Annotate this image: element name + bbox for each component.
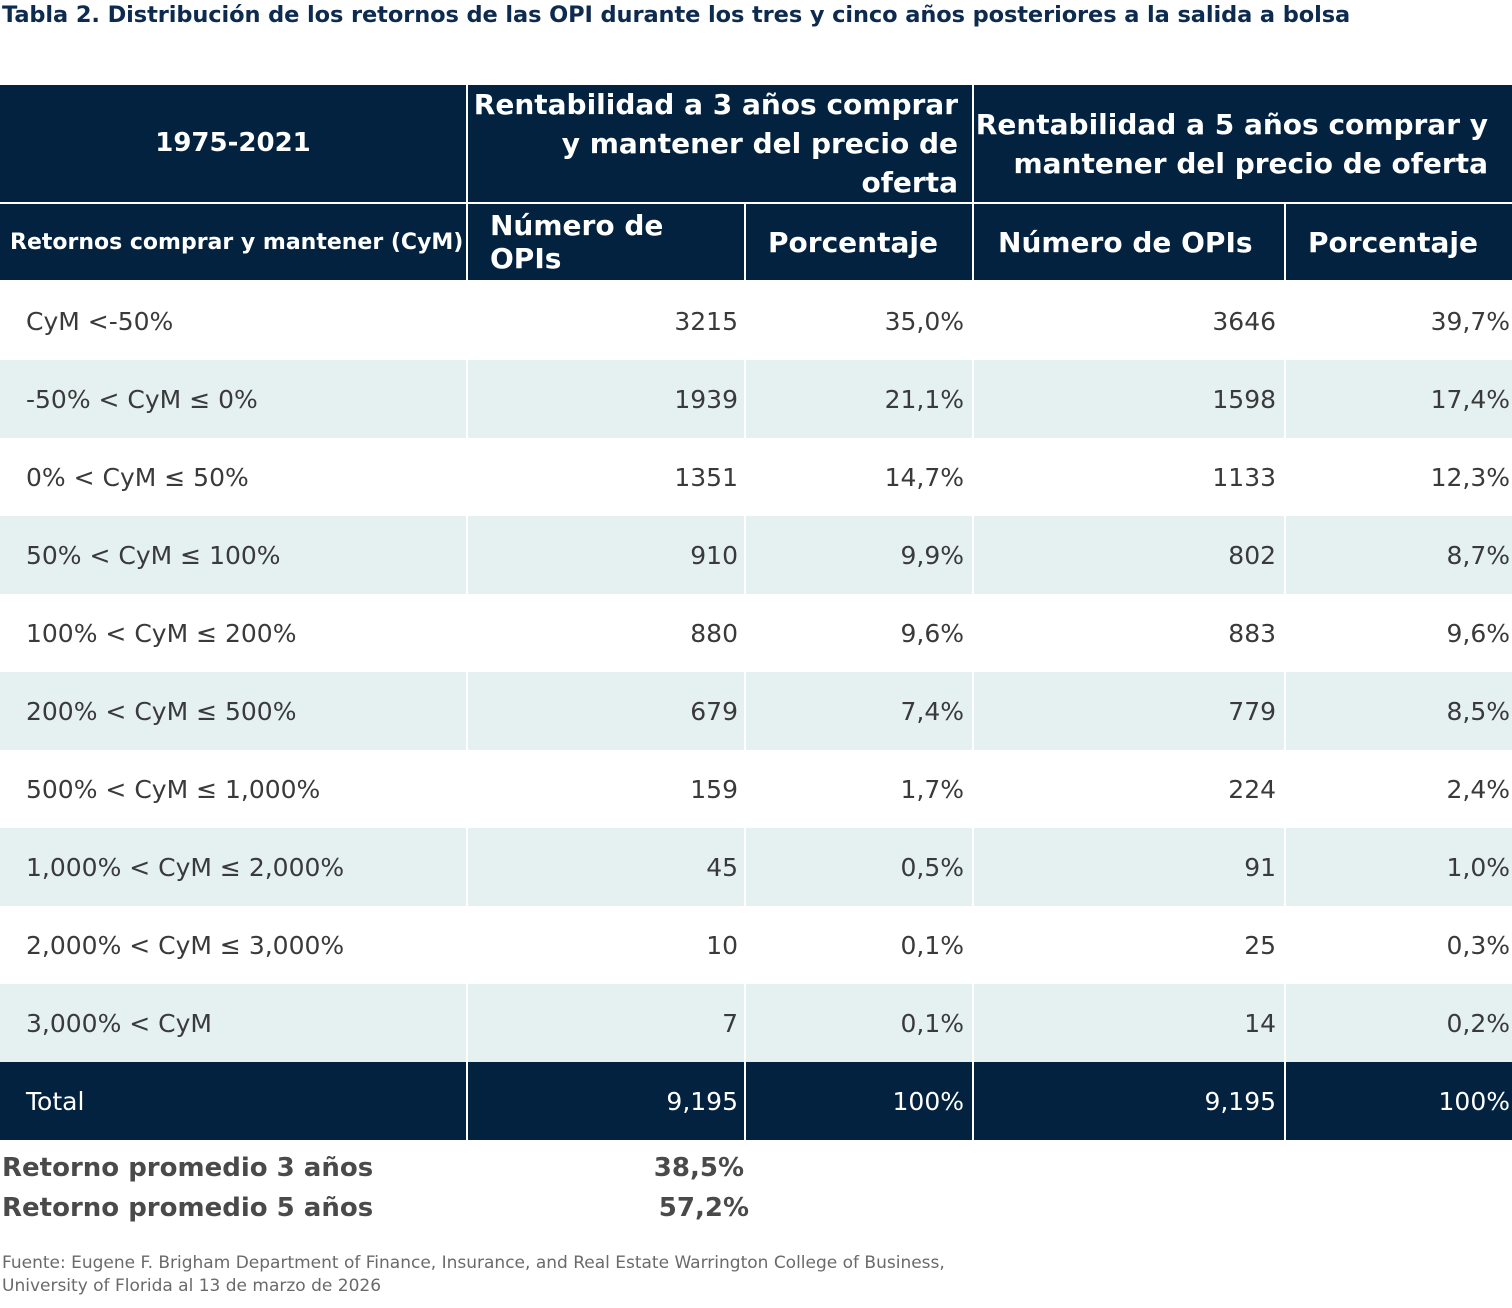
total-count-5: 9,195: [973, 1062, 1287, 1140]
count-5: 224: [973, 750, 1287, 828]
pct-3: 0,1%: [745, 906, 975, 984]
pct-5: 12,3%: [1430, 462, 1511, 492]
pct-5: 0,3%: [1446, 930, 1511, 960]
group-5-line-1: Rentabilidad a 5 años comprar y: [975, 107, 1489, 141]
header-row-groups: 1975-2021 Rentabilidad a 3 años comprar …: [0, 85, 1512, 204]
count-3: 910: [467, 516, 746, 594]
pct-3: 9,6%: [745, 594, 975, 672]
ipo-returns-table: 1975-2021 Rentabilidad a 3 años comprar …: [0, 85, 1512, 1140]
count-5: 1598: [973, 360, 1287, 438]
pct-3: 0,5%: [745, 828, 975, 906]
pct-5-header: Porcentaje: [1285, 203, 1512, 282]
source-line-1: Fuente: Eugene F. Brigham Department of …: [2, 1253, 945, 1273]
table-row: 3,000% < CyM 7 0,1% 14 0,2%: [0, 984, 1512, 1062]
table-row: 50% < CyM ≤ 100% 910 9,9% 802 8,7%: [0, 516, 1512, 594]
total-pct-5: 100%: [1285, 1062, 1512, 1140]
count-3: 159: [467, 750, 746, 828]
pct-5: 1,0%: [1285, 828, 1512, 906]
pct-5: 0,2%: [1285, 984, 1512, 1062]
pct-3: 35,0%: [745, 281, 975, 360]
count-3-header: Número de OPIs: [467, 203, 746, 282]
count-5: 779: [973, 672, 1287, 750]
table-row: 500% < CyM ≤ 1,000% 159 1,7% 224 2,4%: [0, 750, 1512, 828]
row-label: 0% < CyM ≤ 50%: [0, 438, 468, 516]
pct-3: 9,9%: [745, 516, 975, 594]
table-row: 200% < CyM ≤ 500% 679 7,4% 779 8,5%: [0, 672, 1512, 750]
group-3-line-2: y mantener del precio de oferta: [561, 127, 959, 199]
count-3: 7: [467, 984, 746, 1062]
count-3: 880: [467, 594, 746, 672]
table-title: Tabla 2. Distribución de los retornos de…: [2, 2, 1351, 28]
table-row: 100% < CyM ≤ 200% 880 9,6% 883 9,6%: [0, 594, 1512, 672]
pct-3: 14,7%: [745, 438, 975, 516]
count-3: 1351: [467, 438, 746, 516]
pct-5: 17,4%: [1285, 360, 1512, 438]
count-5: 25: [973, 906, 1287, 984]
count-3: 45: [467, 828, 746, 906]
period-header: 1975-2021: [0, 85, 468, 204]
count-5: 883: [973, 594, 1287, 672]
pct-5: 2,4%: [1446, 774, 1511, 804]
count-3: 1939: [467, 360, 746, 438]
pct-3-header: Porcentaje: [745, 203, 975, 282]
group-5-years-header: Rentabilidad a 5 años comprar y mantener…: [973, 85, 1512, 204]
table-row: 1,000% < CyM ≤ 2,000% 45 0,5% 91 1,0%: [0, 828, 1512, 906]
count-3: 10: [467, 906, 746, 984]
total-count-3: 9,195: [467, 1062, 746, 1140]
row-label-header: Retornos comprar y mantener (CyM): [0, 203, 468, 282]
total-label: Total: [0, 1062, 468, 1140]
row-label: CyM <-50%: [0, 281, 468, 360]
average-return-5-label: Retorno promedio 5 años: [2, 1193, 374, 1223]
group-5-line-2: mantener del precio de oferta: [1013, 146, 1489, 180]
source-note: Fuente: Eugene F. Brigham Department of …: [2, 1252, 1002, 1298]
total-row: Total 9,195 100% 9,195 100%: [0, 1062, 1512, 1140]
pct-3: 7,4%: [745, 672, 975, 750]
pct-3: 0,1%: [745, 984, 975, 1062]
pct-5: 8,7%: [1285, 516, 1512, 594]
average-return-3-value: 38,5%: [653, 1153, 744, 1183]
source-line-2: University of Florida al 13 de marzo de …: [2, 1276, 382, 1296]
average-return-5-value: 57,2%: [658, 1193, 749, 1223]
table-row: CyM <-50% 3215 35,0% 3646 39,7%: [0, 281, 1512, 360]
count-5: 1133: [973, 438, 1287, 516]
row-label: -50% < CyM ≤ 0%: [0, 360, 468, 438]
count-5: 91: [973, 828, 1287, 906]
row-label: 50% < CyM ≤ 100%: [0, 516, 468, 594]
total-pct-3: 100%: [745, 1062, 975, 1140]
average-return-3-label: Retorno promedio 3 años: [2, 1153, 374, 1183]
group-3-line-1: Rentabilidad a 3 años comprar: [473, 88, 959, 121]
row-label: 2,000% < CyM ≤ 3,000%: [0, 906, 468, 984]
table-row: 0% < CyM ≤ 50% 1351 14,7% 1133 12,3%: [0, 438, 1512, 516]
pct-3: 1,7%: [745, 750, 975, 828]
count-3: 3215: [467, 281, 746, 360]
count-5-header: Número de OPIs: [973, 203, 1287, 282]
pct-5: 8,5%: [1285, 672, 1512, 750]
row-label: 500% < CyM ≤ 1,000%: [0, 750, 468, 828]
header-row-columns: Retornos comprar y mantener (CyM) Número…: [0, 203, 1512, 282]
count-3: 679: [467, 672, 746, 750]
row-label: 100% < CyM ≤ 200%: [0, 594, 468, 672]
row-label: 200% < CyM ≤ 500%: [0, 672, 468, 750]
count-5: 3646: [973, 281, 1287, 360]
row-label: 1,000% < CyM ≤ 2,000%: [0, 828, 468, 906]
table-row: -50% < CyM ≤ 0% 1939 21,1% 1598 17,4%: [0, 360, 1512, 438]
pct-5: 39,7%: [1430, 306, 1511, 336]
row-label: 3,000% < CyM: [0, 984, 468, 1062]
group-3-years-header: Rentabilidad a 3 años comprar y mantener…: [467, 85, 975, 204]
count-5: 14: [973, 984, 1287, 1062]
pct-3: 21,1%: [745, 360, 975, 438]
pct-5: 9,6%: [1446, 618, 1511, 648]
table-row: 2,000% < CyM ≤ 3,000% 10 0,1% 25 0,3%: [0, 906, 1512, 984]
count-5: 802: [973, 516, 1287, 594]
